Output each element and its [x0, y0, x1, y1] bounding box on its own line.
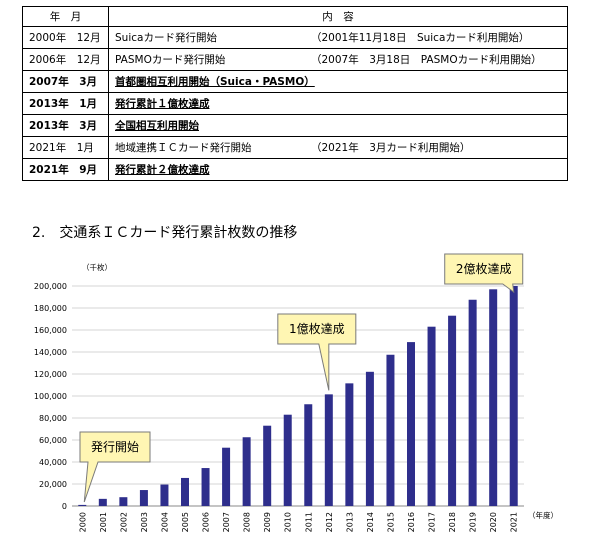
table-row: 2000年 12月 Suicaカード発行開始 （2001年11月18日 Suicaカ… — [22, 26, 568, 49]
y-unit-label: （千枚） — [82, 262, 112, 272]
y-tick-label: 60,000 — [39, 436, 67, 445]
bar — [304, 404, 313, 506]
bar — [427, 326, 436, 506]
x-tick-label: 2020 — [489, 512, 498, 532]
y-tick-label: 140,000 — [34, 348, 67, 357]
table-row: 2006年 12月 PASMOカード発行開始 （2007年 3月18日 PASMOカ… — [22, 48, 568, 71]
bar — [365, 371, 374, 506]
x-tick-label: 2005 — [181, 512, 190, 532]
x-tick-label: 2015 — [386, 512, 395, 532]
callout-label: 発行開始 — [91, 440, 139, 454]
bar — [345, 383, 354, 506]
section-heading: 2. 交通系ＩＣカード発行累計枚数の推移 — [32, 225, 298, 241]
y-tick-label: 180,000 — [34, 304, 67, 313]
y-tick-label: 100,000 — [34, 392, 67, 401]
bar — [242, 437, 251, 506]
bar — [489, 289, 498, 506]
x-tick-label: 2004 — [160, 512, 169, 532]
table-row: 2021年 9月 発行累計２億枚達成 — [22, 158, 568, 181]
x-tick-label: 2008 — [243, 512, 252, 532]
callout-bubble — [277, 313, 357, 391]
table-row: 2013年 1月 発行累計１億枚達成 — [22, 92, 568, 115]
y-tick-label: 120,000 — [34, 370, 67, 379]
row-note: （2007年 3月18日 PASMOカード利用開始） — [311, 54, 542, 66]
x-tick-label: 2021 — [510, 512, 519, 532]
callout-bubble — [79, 431, 151, 503]
row-date: 2021年 9月 — [22, 158, 109, 181]
row-note: （2021年 3月カード利用開始） — [311, 142, 471, 154]
y-tick-label: 80,000 — [39, 414, 67, 423]
bar — [98, 498, 107, 506]
x-tick-label: 2003 — [140, 512, 149, 532]
x-tick-label: 2013 — [345, 512, 354, 532]
row-date: 2013年 1月 — [22, 92, 109, 115]
bar — [222, 447, 231, 506]
bar — [448, 315, 457, 506]
x-tick-label: 2012 — [325, 512, 334, 532]
x-tick-label: 2018 — [448, 512, 457, 532]
row-event: 発行累計１億枚達成 — [115, 98, 210, 110]
bar — [139, 490, 148, 506]
bar — [468, 299, 477, 506]
bar — [78, 504, 87, 506]
row-content: PASMOカード発行開始 （2007年 3月18日 PASMOカード利用開始） — [108, 48, 568, 71]
row-event: 全国相互利用開始 — [115, 120, 199, 132]
bar — [263, 425, 272, 506]
row-event: 首都圏相互利用開始（Suica・PASMO） — [115, 76, 315, 88]
row-event: 地域連携ＩＣカード発行開始 — [115, 142, 252, 154]
x-tick-label: 2010 — [284, 512, 293, 532]
bar — [160, 484, 169, 506]
bar — [283, 414, 292, 506]
x-tick-label: 2011 — [304, 512, 313, 532]
row-event: PASMOカード発行開始 — [115, 54, 226, 66]
x-tick-label: 2001 — [99, 512, 108, 532]
y-tick-label: 160,000 — [34, 326, 67, 335]
callout-label: 1億枚達成 — [289, 321, 345, 336]
row-note: （2001年11月18日 Suicaカード利用開始） — [311, 32, 530, 44]
y-tick-label: 40,000 — [39, 458, 67, 467]
x-tick-label: 2002 — [119, 512, 128, 532]
x-tick-label: 2000 — [78, 512, 87, 532]
x-tick-label: 2009 — [263, 512, 272, 532]
bar — [324, 394, 333, 506]
row-content: 発行累計２億枚達成 — [108, 158, 568, 181]
x-tick-label: 2006 — [202, 512, 211, 532]
x-tick-label: 2007 — [222, 512, 231, 532]
bar — [509, 286, 518, 506]
callout-label: 2億枚達成 — [456, 261, 512, 276]
x-tick-label: 2016 — [407, 512, 416, 532]
x-tick-label: 2019 — [469, 512, 478, 532]
y-tick-label: 200,000 — [34, 282, 67, 291]
bar — [407, 342, 415, 506]
bar — [181, 477, 189, 506]
y-tick-label: 20,000 — [39, 480, 67, 489]
x-tick-label: 2014 — [366, 512, 375, 532]
x-tick-label: 2017 — [428, 512, 437, 532]
history-table: 年 月 内 容 2000年 12月 Suicaカード発行開始 （2001年11月18… — [22, 6, 568, 181]
row-event: 発行累計２億枚達成 — [115, 164, 210, 176]
bar — [201, 468, 210, 506]
x-unit-label: （年度） — [528, 510, 558, 520]
bar — [386, 354, 395, 506]
callout-bubble — [444, 253, 524, 294]
y-tick-label: 0 — [62, 502, 67, 511]
bar — [119, 497, 128, 506]
row-event: Suicaカード発行開始 — [115, 32, 217, 44]
table-row: 2007年 3月 首都圏相互利用開始（Suica・PASMO） — [22, 70, 568, 93]
